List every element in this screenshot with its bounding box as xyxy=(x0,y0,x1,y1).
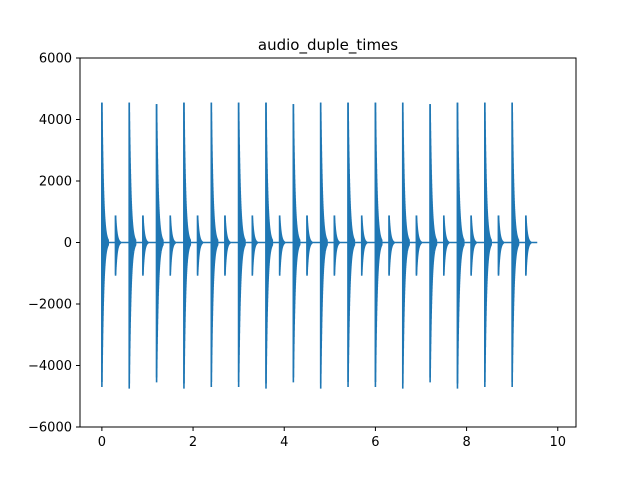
y-tick-label: 4000 xyxy=(39,113,72,128)
y-tick-label: −4000 xyxy=(28,359,72,374)
x-tick-label: 6 xyxy=(371,435,379,450)
x-tick-label: 8 xyxy=(462,435,470,450)
y-tick-label: 2000 xyxy=(39,175,72,190)
y-tick-label: −6000 xyxy=(28,421,72,436)
x-tick-label: 10 xyxy=(549,435,566,450)
y-tick-label: −2000 xyxy=(28,298,72,313)
chart-title: audio_duple_times xyxy=(258,36,398,55)
y-tick-label: 6000 xyxy=(39,52,72,67)
x-tick-label: 2 xyxy=(189,435,197,450)
x-tick-label: 0 xyxy=(98,435,106,450)
axes-layer: 0 2 4 6 8 10 −6000 −4000 −2000 0 2000 4000 6000 xyxy=(28,52,566,451)
series-layer xyxy=(101,102,538,389)
x-tick-label: 4 xyxy=(280,435,288,450)
y-tick-label: 0 xyxy=(64,236,72,251)
plot-frame xyxy=(79,57,577,428)
